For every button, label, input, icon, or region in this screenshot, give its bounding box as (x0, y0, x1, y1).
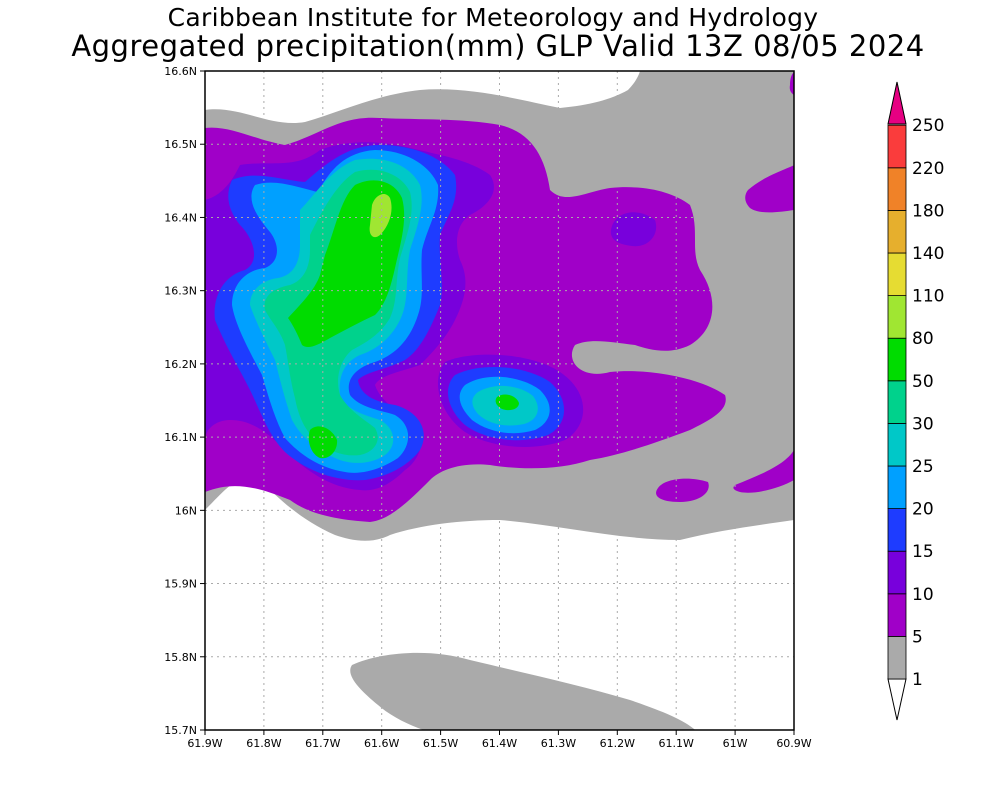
legend-label: 15 (912, 542, 934, 562)
y-tick-label: 16.4N (164, 211, 197, 224)
precip-region-50mm-south (308, 426, 338, 459)
precip-region-5mm-east3 (656, 478, 709, 502)
x-tick-label: 61.2W (600, 737, 635, 750)
legend-label: 30 (912, 414, 934, 434)
legend-label: 110 (912, 287, 944, 307)
y-tick-label: 15.9N (164, 578, 197, 591)
x-tick-label: 61.4W (482, 737, 517, 750)
precip-region-5mm-east (745, 165, 794, 213)
y-tick-label: 16.2N (164, 358, 197, 371)
legend-band (887, 252, 907, 296)
y-tick-label: 16N (175, 504, 197, 517)
y-tick-label: 16.1N (164, 431, 197, 444)
title-line2: Aggregated precipitation(mm) GLP Valid 1… (71, 29, 925, 63)
legend-band (887, 465, 907, 509)
y-tick-label: 16.5N (164, 138, 197, 151)
x-tick-label: 61.3W (541, 737, 576, 750)
grid-lines (205, 71, 794, 730)
legend-bottom-arrow (887, 678, 907, 721)
precip-region-1mm-south (350, 652, 696, 730)
legend-band (887, 209, 907, 254)
legend-band (887, 636, 907, 680)
x-tick-label: 60.9W (776, 737, 811, 750)
legend-top-arrow (887, 81, 907, 125)
legend-label: 180 (912, 201, 944, 221)
legend-label: 10 (912, 585, 934, 605)
x-tick-label: 61.1W (659, 737, 694, 750)
legend-label: 220 (912, 159, 944, 179)
legend-band (887, 167, 907, 211)
legend-band (887, 550, 907, 595)
y-tick-label: 16.3N (164, 285, 197, 298)
y-tick-label: 15.8N (164, 651, 197, 664)
legend-label: 140 (912, 244, 944, 264)
legend-band (887, 422, 907, 467)
x-tick-label: 61W (723, 737, 748, 750)
precip-region-50mm-mid (495, 394, 519, 411)
x-tick-label: 61.6W (364, 737, 399, 750)
legend-band (887, 380, 907, 424)
x-tick-label: 61.9W (187, 737, 222, 750)
legend-label: 250 (912, 116, 944, 136)
x-tick-label: 61.5W (423, 737, 458, 750)
y-tick-label: 16.6N (164, 65, 197, 78)
legend-label: 20 (912, 500, 934, 520)
legend-band (887, 124, 907, 169)
x-tick-label: 61.8W (246, 737, 281, 750)
title-line1: Caribbean Institute for Meteorology and … (167, 3, 819, 32)
precip-region-80mm (369, 194, 392, 238)
y-tick-label: 15.7N (164, 724, 197, 737)
legend-band (887, 593, 907, 637)
precip-region-5mm-east2 (733, 450, 794, 493)
legend-label: 50 (912, 372, 934, 392)
legend-band (887, 508, 907, 552)
legend-label: 1 (912, 670, 923, 690)
x-tick-label: 61.7W (305, 737, 340, 750)
axes: 61.9W 61.8W 61.7W 61.6W 61.5W 61.4W 61.3W 61.2W… (164, 65, 812, 750)
legend-label: 25 (912, 457, 934, 477)
precip-region-5mm-corner (789, 72, 794, 95)
legend-band (887, 337, 907, 382)
legend-label: 80 (912, 329, 934, 349)
precip-region-10mm-small (610, 212, 657, 247)
legend-band (887, 295, 907, 339)
legend-label: 5 (912, 627, 923, 647)
